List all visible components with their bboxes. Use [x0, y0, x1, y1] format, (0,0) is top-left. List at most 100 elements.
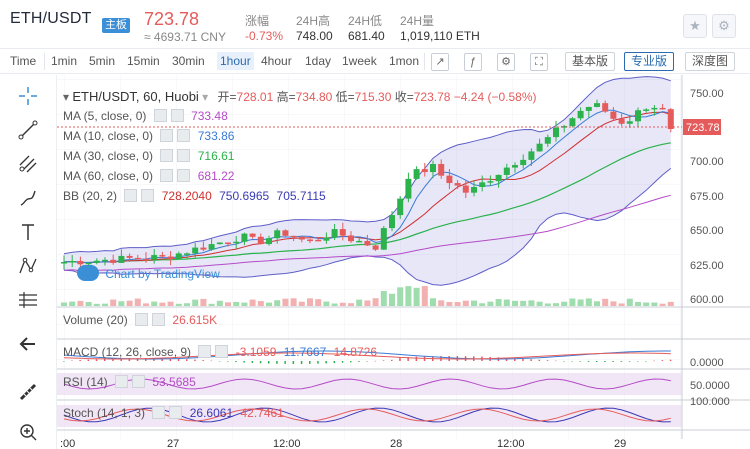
compare-icon[interactable]: ↗ [431, 53, 449, 71]
interval-4hour[interactable]: 4hour [261, 54, 292, 68]
interval-time[interactable]: Time [10, 54, 37, 68]
close-icon[interactable] [132, 375, 146, 388]
legend-rsi[interactable]: RSI (14) 53.5685 [63, 375, 196, 389]
legend-macd[interactable]: MACD (12, 26, close, 9) -3.1059 11.7667 … [63, 345, 377, 359]
interval-30min[interactable]: 30min [172, 54, 205, 68]
tradingview-watermark[interactable]: Chart by TradingView [77, 265, 220, 281]
star-icon[interactable]: ★ [683, 14, 707, 38]
close-icon[interactable] [141, 189, 155, 202]
candle-body [339, 229, 346, 236]
settings-icon[interactable] [160, 169, 174, 182]
legend-ma30[interactable]: MA (30, close, 0) 716.61 [63, 149, 234, 163]
volume-bar [216, 300, 223, 306]
measure-icon[interactable] [15, 379, 41, 405]
close-icon[interactable] [169, 406, 183, 419]
fullscreen-icon[interactable]: ⛶ [530, 53, 548, 71]
candle-body [544, 137, 551, 144]
candle-body [503, 167, 510, 175]
candle-body [85, 262, 92, 265]
macd-hist-value: -3.1059 [235, 345, 277, 359]
macd-bar [407, 357, 409, 361]
volume-bar [462, 300, 469, 306]
settings-icon[interactable] [135, 313, 149, 326]
candle-body [471, 187, 477, 193]
interval-5min[interactable]: 5min [89, 54, 116, 68]
legend-ma60[interactable]: MA (60, close, 0) 681.22 [63, 169, 234, 183]
pair-title[interactable]: ETH/USDT [10, 10, 92, 27]
candle-body [528, 151, 535, 160]
settings-icon[interactable] [115, 375, 129, 388]
legend-stoch[interactable]: Stoch (14, 1, 3) 26.6061 42.7461 [63, 406, 284, 420]
macd-bar [128, 358, 131, 361]
settings-icon[interactable]: ⚙ [497, 53, 515, 71]
candle-body [594, 103, 600, 107]
interval-1hour[interactable]: 1hour [217, 52, 254, 70]
settings-icon[interactable] [124, 189, 138, 202]
interval-1week[interactable]: 1week [342, 54, 377, 68]
legend-volume[interactable]: Volume (20) 26.615K [63, 313, 217, 327]
bb-fill [64, 76, 671, 286]
indicator-value: 53.5685 [152, 375, 196, 389]
settings-icon[interactable] [160, 129, 174, 142]
gear-icon[interactable]: ⚙ [712, 14, 736, 38]
zoom-icon[interactable] [15, 419, 41, 445]
bb-upper-value: 750.6965 [219, 189, 270, 203]
settings-icon[interactable] [153, 109, 167, 122]
interval-1day[interactable]: 1day [305, 54, 332, 68]
macd-bar [87, 359, 90, 361]
settings-icon[interactable] [160, 149, 174, 162]
close-icon[interactable] [152, 313, 166, 326]
settings-icon[interactable] [152, 406, 166, 419]
stat-label-low: 24H低 [348, 14, 383, 28]
macd-signal-value: 14.8726 [333, 345, 378, 359]
volume-bar [200, 298, 207, 306]
trend-line-icon[interactable] [15, 117, 41, 143]
legend-bb[interactable]: BB (20, 2) 728.2040 750.6965 705.7115 [63, 189, 326, 203]
collapse-icon[interactable]: ▾ [63, 90, 70, 104]
legend-ma10[interactable]: MA (10, close, 0) 733.86 [63, 129, 234, 143]
pattern-icon[interactable] [15, 253, 41, 279]
close-icon[interactable] [177, 169, 191, 182]
close-icon[interactable] [170, 109, 184, 122]
stat-value-low: 681.40 [348, 29, 385, 43]
interval-1mon[interactable]: 1mon [389, 54, 420, 68]
close-icon[interactable] [177, 129, 191, 142]
brush-icon[interactable] [15, 185, 41, 211]
volume-bar [372, 298, 379, 306]
interval-15min[interactable]: 15min [127, 54, 160, 68]
candle-body [462, 185, 469, 193]
macd-bar [71, 360, 73, 362]
mode-pro[interactable]: 专业版 [624, 52, 675, 71]
rsi-tick: 50.0000 [690, 380, 730, 392]
crosshair-icon[interactable] [15, 83, 41, 109]
fork-icon[interactable] [15, 151, 41, 177]
volume-bar [266, 302, 272, 306]
settings-icon[interactable] [198, 345, 212, 358]
text-icon[interactable] [15, 219, 41, 245]
ruler-icon[interactable] [15, 287, 41, 313]
volume-bar [626, 298, 633, 306]
volume-bar [553, 303, 559, 306]
legend-ma5[interactable]: MA (5, close, 0) 733.48 [63, 109, 228, 123]
candle-body [307, 239, 313, 242]
volume-bar [421, 286, 428, 306]
symbol-label[interactable]: ETH/USDT, 60, Huobi [72, 89, 199, 104]
back-arrow-icon[interactable] [15, 331, 41, 357]
macd-bar [514, 358, 516, 361]
macd-bar [415, 356, 418, 361]
price-chart[interactable]: 723.78 750.00 700.00 675.00 650.00 625.0… [57, 75, 750, 449]
volume-bar [430, 298, 436, 306]
mode-depth[interactable]: 深度图 [685, 52, 736, 71]
dropdown-icon[interactable]: ▾ [202, 90, 209, 104]
close-icon[interactable] [215, 345, 229, 358]
macd-bar [309, 361, 311, 364]
change-value: −4.24 (−0.58%) [453, 90, 537, 104]
chart-canvas[interactable]: 723.78 750.00 700.00 675.00 650.00 625.0… [57, 75, 750, 449]
macd-bar [358, 361, 360, 362]
candle-body [421, 169, 428, 173]
volume-bar [241, 302, 248, 306]
close-icon[interactable] [177, 149, 191, 162]
indicators-icon[interactable]: ƒ [464, 53, 482, 71]
mode-basic[interactable]: 基本版 [565, 52, 616, 71]
interval-1min[interactable]: 1min [51, 54, 78, 68]
